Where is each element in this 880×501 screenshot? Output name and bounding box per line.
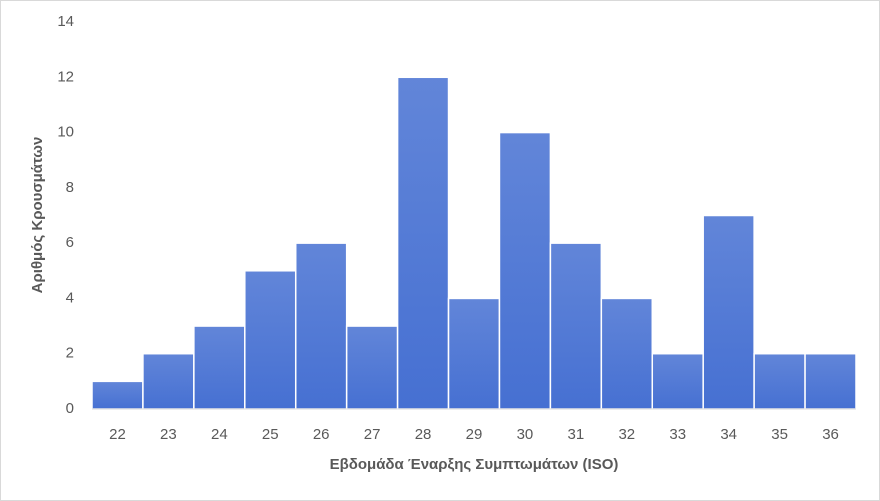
bar	[345, 325, 399, 410]
y-axis-title: Αριθμός Κρουσμάτων	[29, 137, 46, 294]
bar	[396, 76, 450, 410]
x-tick-label: 23	[160, 426, 177, 443]
bar	[193, 325, 246, 410]
y-tick-label: 4	[66, 289, 74, 306]
x-tick-label: 35	[771, 426, 788, 443]
x-tick-label: 30	[517, 426, 534, 443]
x-tick-label: 28	[415, 426, 432, 443]
x-tick-label: 25	[262, 426, 279, 443]
y-tick-label: 10	[57, 124, 74, 141]
bar	[753, 352, 806, 410]
y-tick-label: 6	[66, 234, 74, 251]
bar	[91, 380, 144, 410]
bar	[651, 352, 704, 410]
y-tick-label: 12	[57, 68, 74, 85]
bar	[702, 214, 755, 410]
bar	[142, 352, 195, 410]
x-tick-label: 31	[568, 426, 585, 443]
x-tick-label: 32	[618, 426, 635, 443]
bar	[294, 242, 348, 410]
x-tick-label: 26	[313, 426, 330, 443]
x-tick-label: 34	[720, 426, 737, 443]
y-tick-label: 2	[66, 345, 74, 362]
bar	[549, 242, 603, 410]
bar	[447, 297, 501, 410]
y-tick-label: 8	[66, 179, 74, 196]
bar	[244, 270, 297, 410]
bar	[804, 352, 857, 410]
x-tick-label: 22	[109, 426, 126, 443]
y-tick-label: 0	[66, 400, 74, 417]
x-tick-label: 33	[669, 426, 686, 443]
bar	[498, 131, 552, 410]
x-tick-label: 24	[211, 426, 228, 443]
x-axis-title: Εβδομάδα Έναρξης Συμπτωμάτων (ISO)	[330, 456, 619, 473]
x-tick-label: 29	[466, 426, 483, 443]
x-tick-label: 27	[364, 426, 381, 443]
bar	[600, 297, 654, 410]
x-tick-label: 36	[822, 426, 839, 443]
y-tick-label: 14	[57, 13, 74, 30]
